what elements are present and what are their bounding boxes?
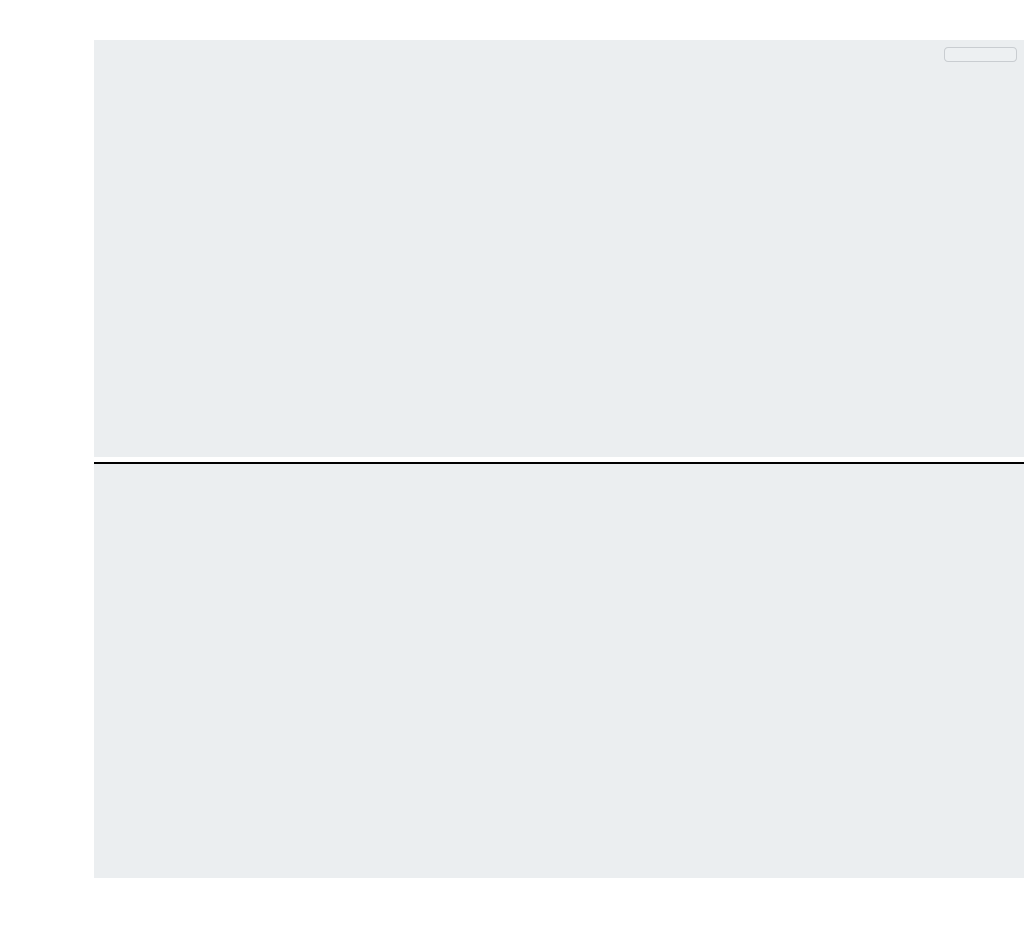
bottom-axes bbox=[94, 462, 1024, 878]
legend-line-swatch bbox=[956, 53, 990, 56]
legend bbox=[944, 47, 1017, 62]
zero-line bbox=[94, 462, 1024, 464]
company-data-point bbox=[94, 40, 104, 50]
top-axes bbox=[94, 40, 1024, 457]
